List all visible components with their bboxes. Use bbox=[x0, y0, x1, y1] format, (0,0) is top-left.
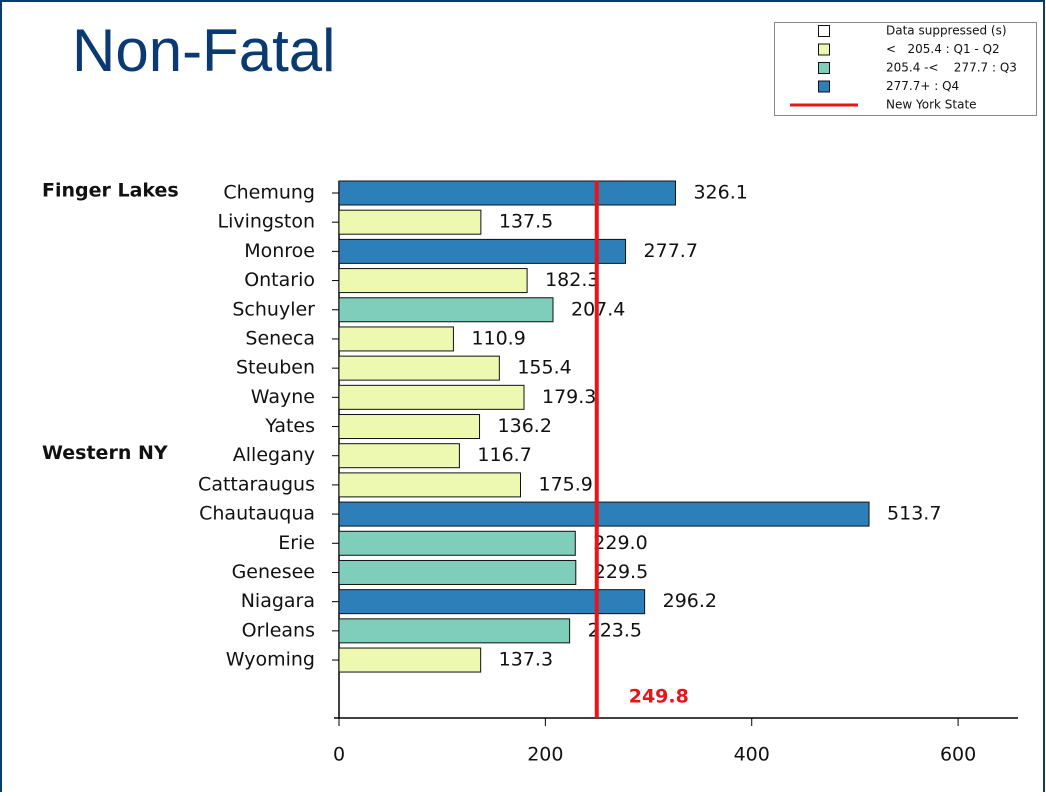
y-tick-label: Chemung bbox=[223, 182, 315, 204]
y-tick-label: Chautauqua bbox=[199, 503, 315, 525]
bar bbox=[338, 530, 576, 556]
legend-label: Data suppressed (s) bbox=[886, 24, 1007, 38]
value-label: 110.9 bbox=[471, 327, 525, 349]
legend-label: 205.4 -< 277.7 : Q3 bbox=[886, 61, 1017, 75]
bar bbox=[338, 209, 482, 235]
bar bbox=[338, 238, 627, 264]
bar bbox=[338, 297, 554, 323]
y-tick-label: Ontario bbox=[244, 269, 315, 291]
value-label: 326.1 bbox=[693, 182, 747, 204]
reference-label: 249.8 bbox=[629, 686, 689, 708]
value-label: 182.3 bbox=[545, 269, 599, 291]
y-tick-label: Steuben bbox=[236, 357, 315, 379]
value-label: 179.3 bbox=[542, 386, 596, 408]
value-label: 116.7 bbox=[477, 444, 531, 466]
y-tick-label: Genesee bbox=[232, 561, 315, 583]
x-tick-label: 400 bbox=[734, 744, 770, 766]
y-tick-label: Cattaraugus bbox=[198, 473, 315, 495]
legend-label: 277.7+ : Q4 bbox=[886, 79, 959, 93]
y-tick-label: Livingston bbox=[217, 211, 315, 233]
bar bbox=[338, 589, 646, 615]
value-label: 229.5 bbox=[594, 561, 648, 583]
bar bbox=[338, 355, 500, 381]
legend-label: New York State bbox=[886, 98, 977, 112]
value-label: 229.0 bbox=[593, 532, 647, 554]
bar bbox=[338, 443, 460, 469]
y-tick-label: Wayne bbox=[251, 386, 315, 408]
group-label: Western NY bbox=[42, 442, 168, 464]
bar bbox=[338, 384, 525, 410]
y-tick-label: Orleans bbox=[242, 619, 315, 641]
bar bbox=[338, 268, 528, 294]
group-label: Finger Lakes bbox=[42, 180, 179, 202]
bar bbox=[338, 501, 870, 527]
legend-swatch bbox=[818, 80, 830, 93]
legend-swatch bbox=[818, 25, 830, 37]
bar bbox=[338, 559, 577, 585]
value-label: 137.3 bbox=[499, 649, 553, 671]
legend-swatch bbox=[818, 43, 830, 56]
y-tick-label: Monroe bbox=[244, 240, 315, 262]
value-label: 513.7 bbox=[887, 503, 941, 525]
y-tick-label: Niagara bbox=[241, 590, 315, 612]
bar bbox=[338, 647, 482, 673]
value-label: 223.5 bbox=[588, 619, 642, 641]
y-tick-label: Wyoming bbox=[226, 649, 315, 671]
y-tick-label: Schuyler bbox=[232, 298, 315, 320]
bar bbox=[338, 618, 571, 644]
legend-label: < 205.4 : Q1 - Q2 bbox=[886, 42, 1000, 56]
legend-swatch bbox=[818, 62, 830, 74]
y-tick-label: Yates bbox=[264, 415, 315, 437]
value-label: 296.2 bbox=[663, 590, 717, 612]
y-tick-label: Seneca bbox=[245, 327, 315, 349]
page-title: Non-Fatal bbox=[72, 17, 335, 84]
value-label: 155.4 bbox=[517, 357, 571, 379]
bar bbox=[338, 472, 521, 498]
x-tick-label: 600 bbox=[940, 744, 976, 766]
x-tick-label: 200 bbox=[527, 744, 563, 766]
value-label: 137.5 bbox=[499, 211, 553, 233]
bar bbox=[338, 180, 676, 206]
bar bbox=[338, 414, 481, 440]
value-label: 175.9 bbox=[538, 473, 592, 495]
y-tick-label: Allegany bbox=[233, 444, 315, 466]
bar bbox=[338, 326, 454, 352]
y-tick-label: Erie bbox=[278, 532, 315, 554]
value-label: 136.2 bbox=[498, 415, 552, 437]
x-tick-label: 0 bbox=[333, 744, 345, 766]
value-label: 277.7 bbox=[644, 240, 698, 262]
